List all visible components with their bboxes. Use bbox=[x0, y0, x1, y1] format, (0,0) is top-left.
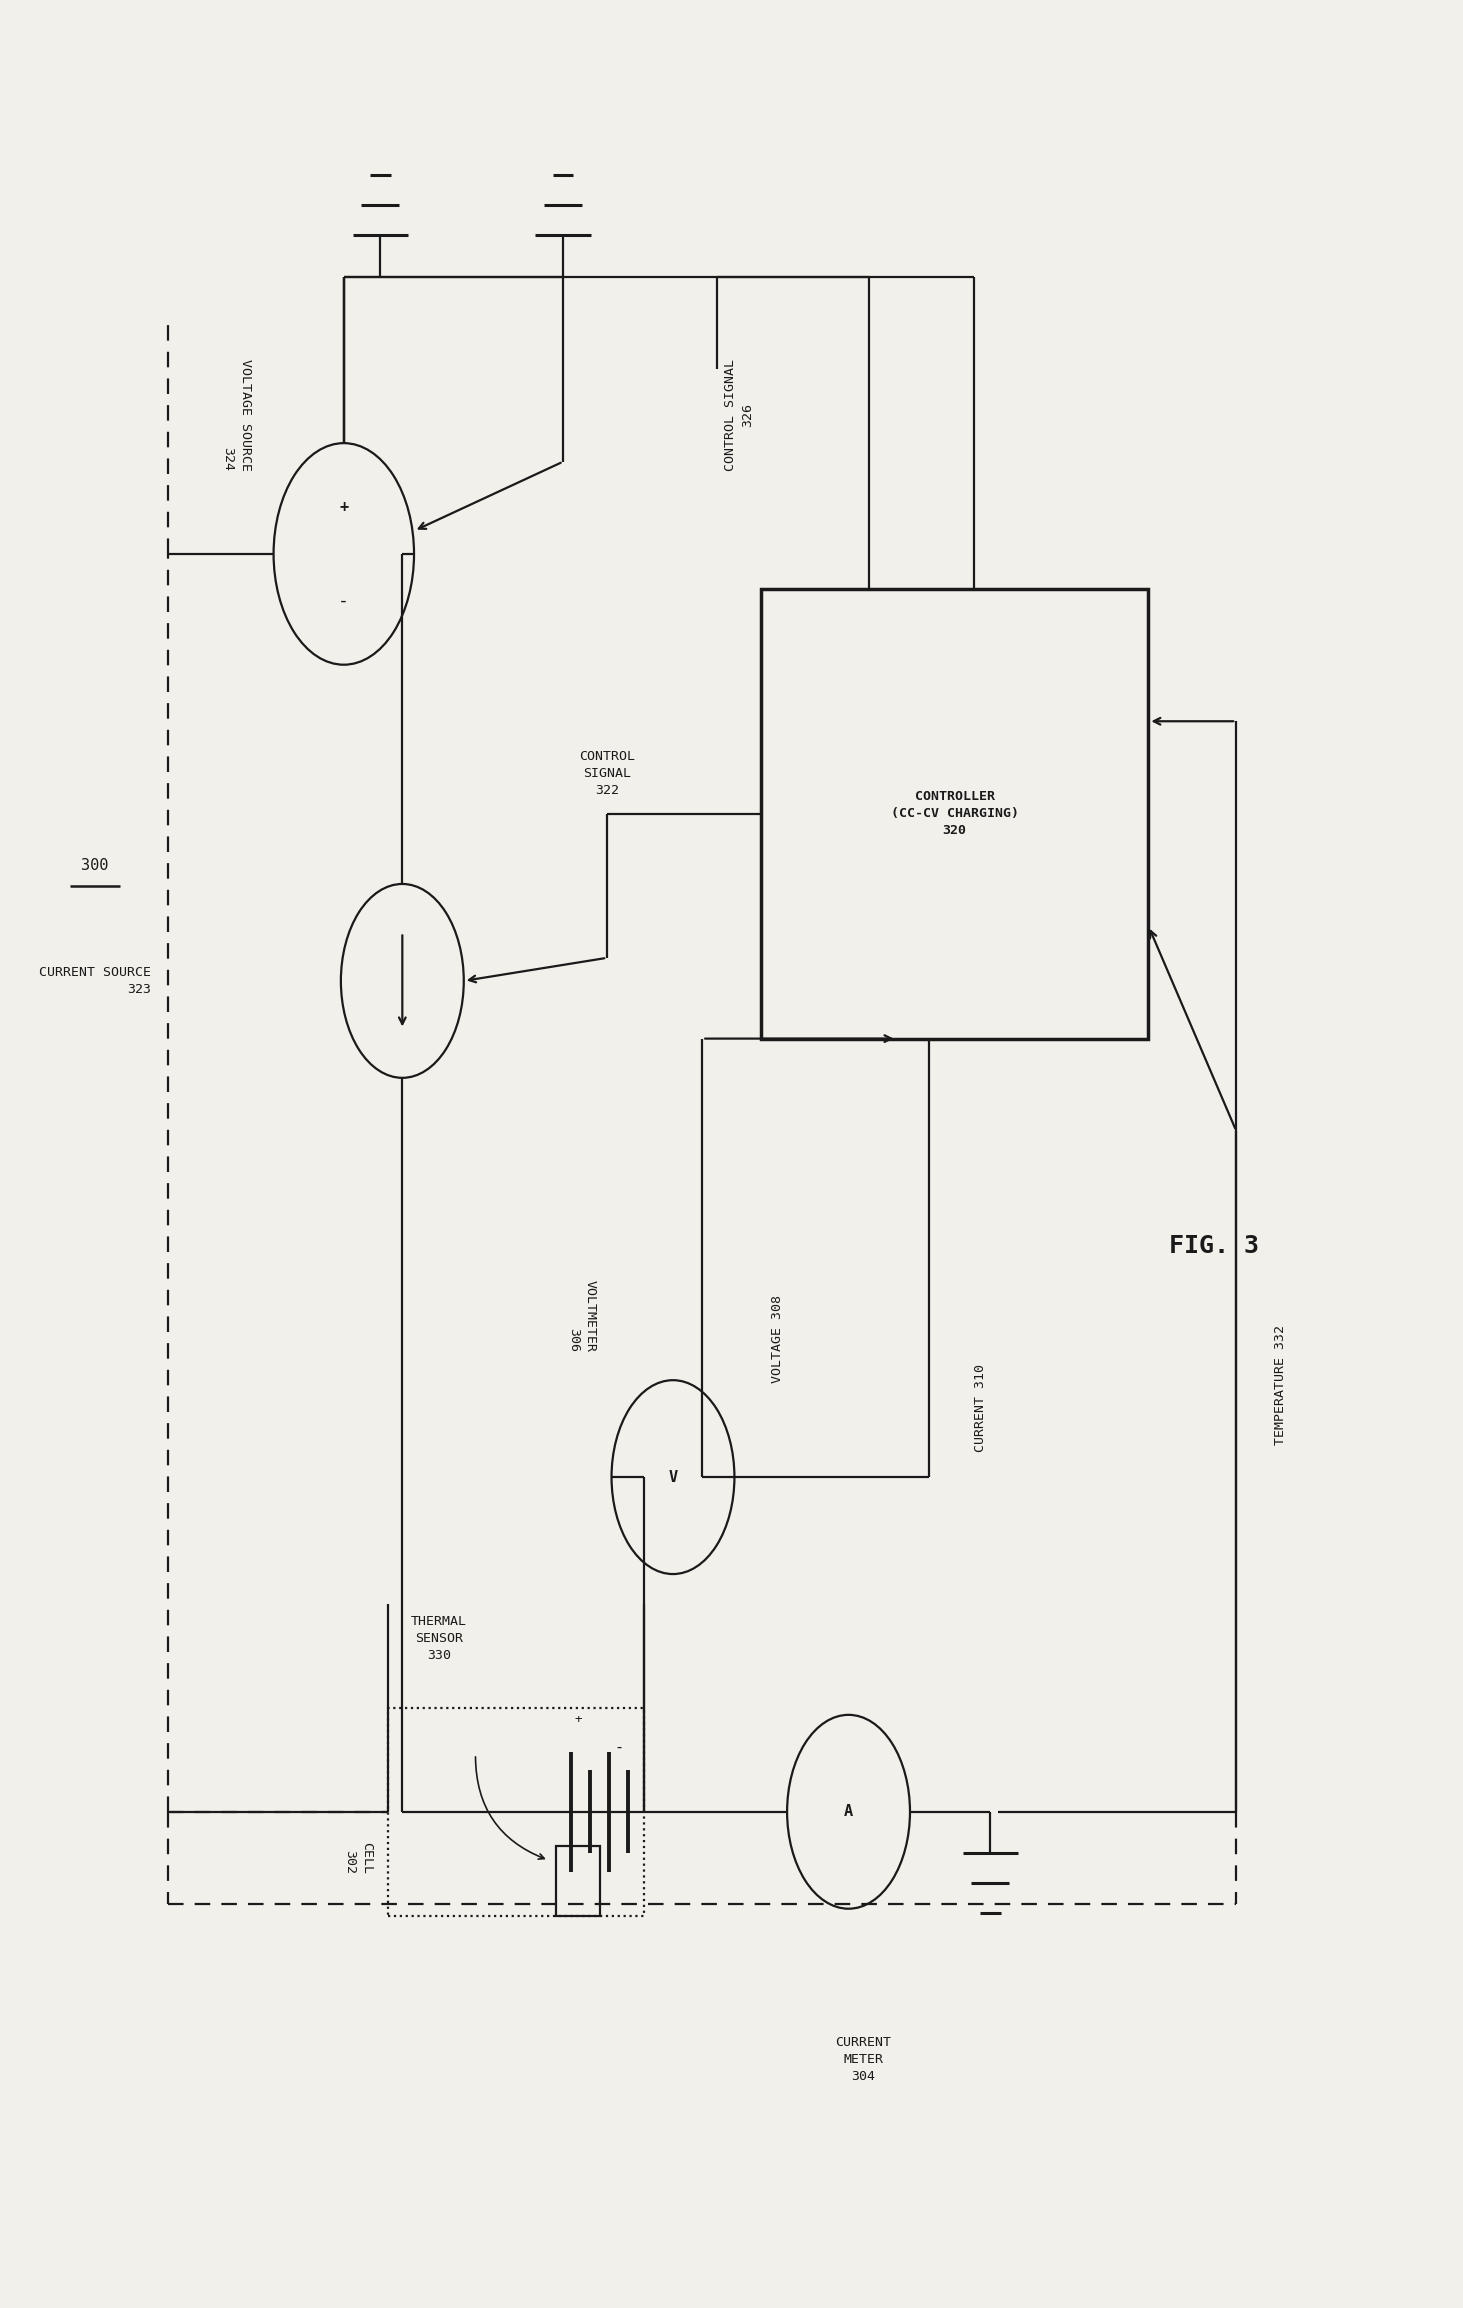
Bar bbox=[556, 1846, 600, 1916]
Text: CURRENT 310: CURRENT 310 bbox=[974, 1364, 986, 1452]
Text: CURRENT SOURCE
323: CURRENT SOURCE 323 bbox=[38, 967, 151, 995]
Text: TEMPERATURE 332: TEMPERATURE 332 bbox=[1274, 1325, 1286, 1445]
Text: CONTROL SIGNAL
326: CONTROL SIGNAL 326 bbox=[724, 360, 753, 471]
Text: CONTROL
SIGNAL
322: CONTROL SIGNAL 322 bbox=[579, 750, 635, 796]
Text: 300: 300 bbox=[82, 859, 108, 872]
Text: CELL
302: CELL 302 bbox=[342, 1842, 373, 1874]
Text: THERMAL
SENSOR
330: THERMAL SENSOR 330 bbox=[411, 1616, 467, 1662]
Text: VOLTAGE 308: VOLTAGE 308 bbox=[771, 1295, 784, 1382]
Text: V: V bbox=[669, 1470, 677, 1484]
Text: -: - bbox=[614, 1740, 623, 1754]
Text: VOLTMETER
306: VOLTMETER 306 bbox=[566, 1279, 597, 1352]
Text: CURRENT
METER
304: CURRENT METER 304 bbox=[835, 2036, 891, 2082]
Text: A: A bbox=[844, 1805, 853, 1819]
Text: +: + bbox=[573, 1713, 582, 1726]
Text: +: + bbox=[339, 501, 348, 515]
Text: VOLTAGE SOURCE
324: VOLTAGE SOURCE 324 bbox=[221, 360, 252, 471]
Bar bbox=[761, 589, 1148, 1039]
Text: FIG. 3: FIG. 3 bbox=[1169, 1235, 1260, 1258]
Text: -: - bbox=[338, 591, 350, 609]
Bar bbox=[388, 1708, 644, 1916]
Text: CONTROLLER
(CC-CV CHARGING)
320: CONTROLLER (CC-CV CHARGING) 320 bbox=[891, 789, 1018, 838]
